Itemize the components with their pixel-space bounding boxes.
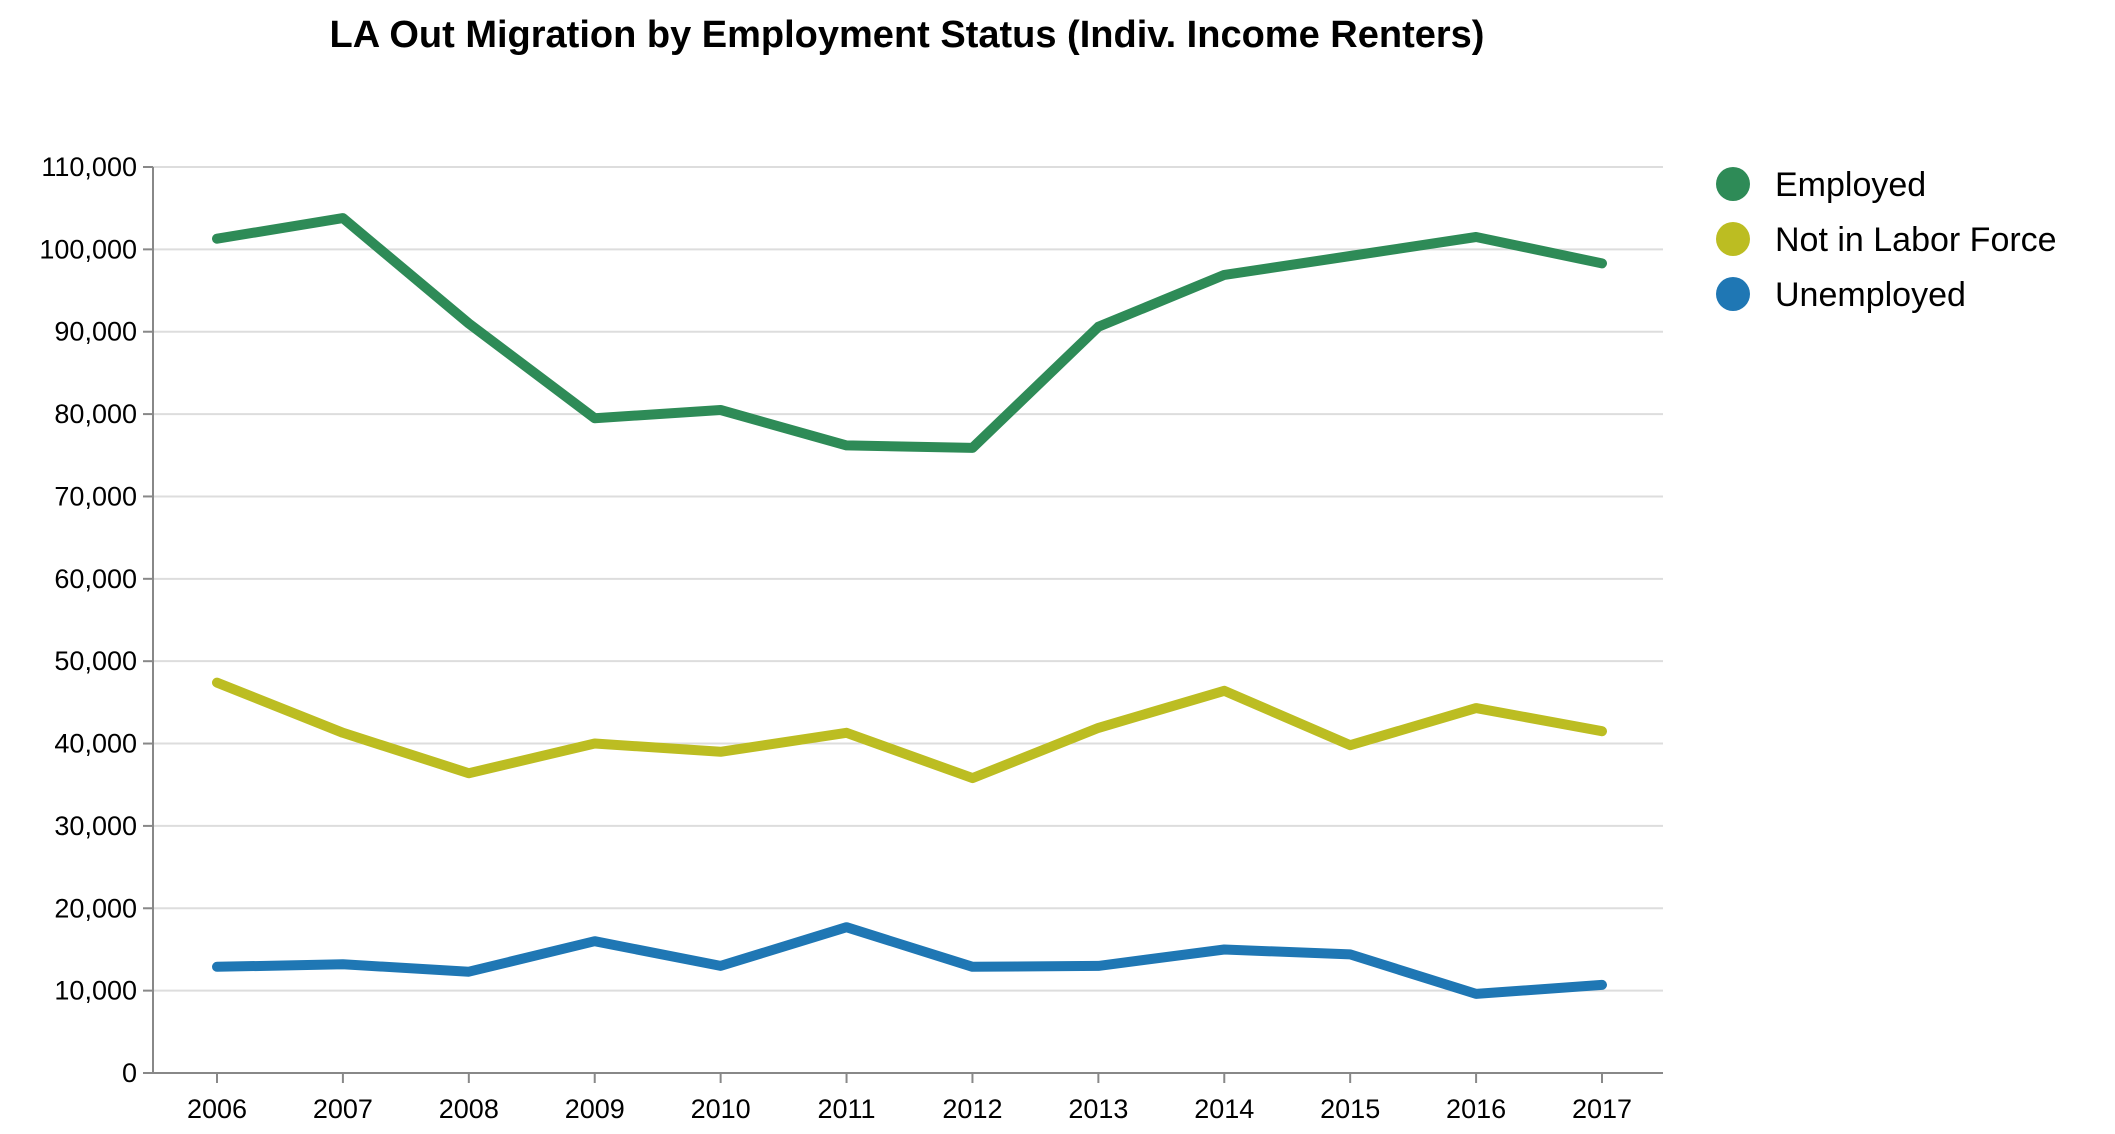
legend-label-unemployed: Unemployed: [1775, 276, 1966, 314]
y-tick-label: 110,000: [41, 152, 137, 182]
legend: Employed Not in Labor Force Unemployed: [1716, 166, 2057, 314]
y-tick-label: 90,000: [54, 317, 137, 347]
x-tick-label: 2011: [818, 1094, 876, 1124]
legend-swatch-unemployed: [1716, 277, 1750, 311]
gridlines: [153, 166, 1663, 992]
y-tick-label: 60,000: [54, 564, 137, 594]
y-tick-label: 30,000: [54, 811, 137, 841]
x-tick-label: 2010: [691, 1094, 751, 1124]
y-tick-label: 20,000: [54, 893, 137, 923]
y-tick-label: 100,000: [39, 234, 137, 264]
x-tick-label: 2016: [1446, 1094, 1506, 1124]
series-line-employed: [212, 213, 1607, 453]
x-tick-label: 2012: [942, 1094, 1002, 1124]
x-tick-label: 2006: [187, 1094, 247, 1124]
axes: 0 10,000 20,000 30,000 40,000 50,000 60,000 70,…: [39, 152, 1663, 1124]
legend-swatch-not-in-labor-force: [1716, 222, 1750, 256]
legend-label-employed: Employed: [1775, 166, 1926, 204]
x-tick-label: 2008: [439, 1094, 499, 1124]
x-tick-label: 2015: [1320, 1094, 1380, 1124]
y-tick-label: 10,000: [54, 976, 137, 1006]
legend-swatch-employed: [1716, 167, 1750, 201]
x-tick-label: 2014: [1194, 1094, 1254, 1124]
legend-label-not-in-labor-force: Not in Labor Force: [1775, 221, 2057, 259]
x-tick-label: 2009: [565, 1094, 625, 1124]
x-tick-label: 2007: [313, 1094, 373, 1124]
series-lines: [212, 213, 1607, 999]
chart-title: LA Out Migration by Employment Status (I…: [329, 14, 1485, 56]
series-line-unemployed: [212, 922, 1607, 999]
x-tick-label: 2017: [1572, 1094, 1632, 1124]
y-tick-label: 50,000: [54, 646, 137, 676]
series-line-not-in-labor-force: [212, 677, 1607, 784]
y-tick-label: 40,000: [54, 729, 137, 759]
y-tick-label: 70,000: [54, 481, 137, 511]
y-tick-label: 80,000: [54, 399, 137, 429]
y-tick-label: 0: [122, 1058, 137, 1088]
x-tick-label: 2013: [1068, 1094, 1128, 1124]
